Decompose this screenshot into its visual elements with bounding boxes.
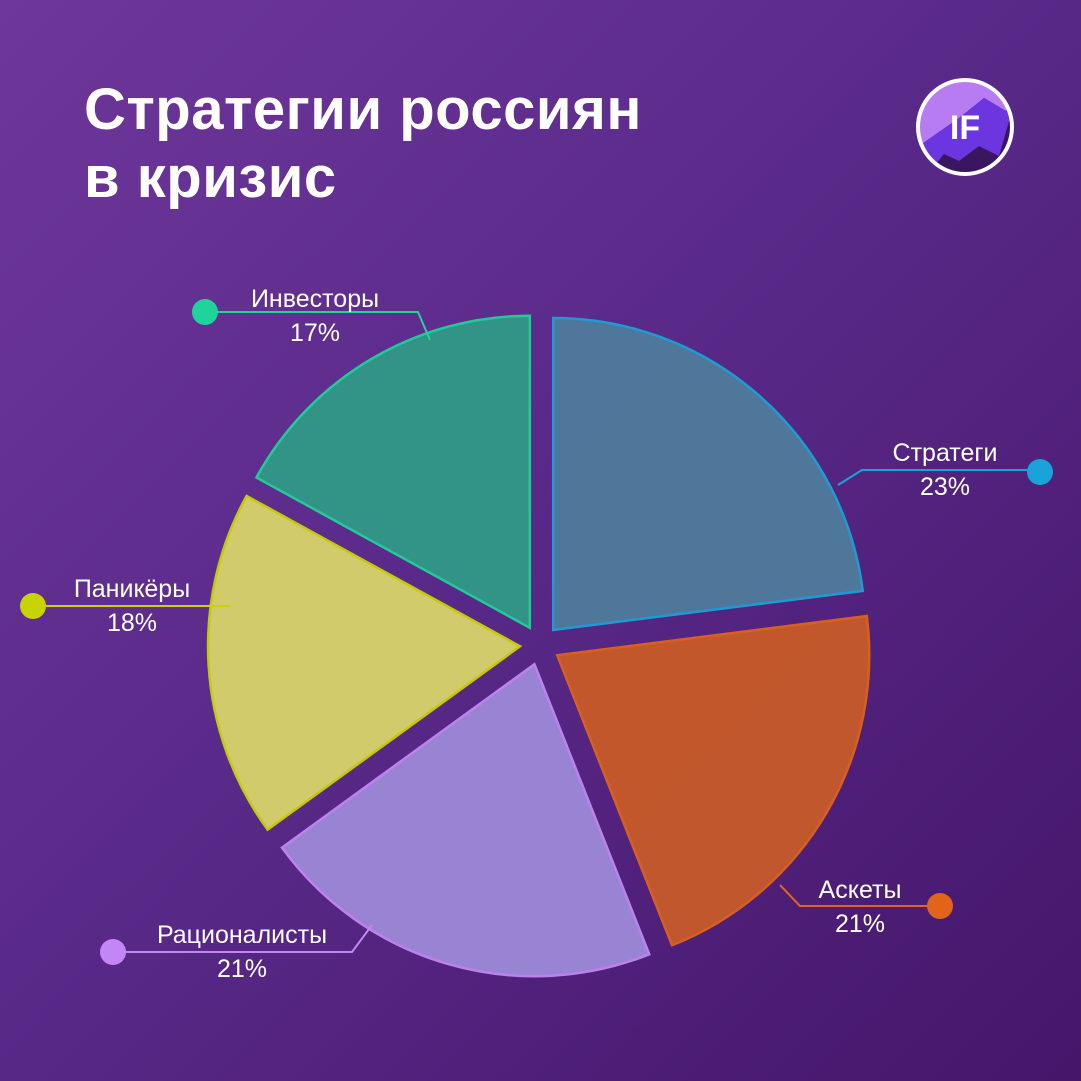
title-line-1: Стратегии россиян xyxy=(84,77,642,142)
leader-line xyxy=(779,884,940,907)
pie-slice-4 xyxy=(206,494,523,832)
label-racionalisty: Рационалисты 21% xyxy=(132,918,352,986)
leader-line xyxy=(837,469,1040,486)
logo-text: IF xyxy=(950,109,980,147)
label-strategi: Стратеги 23% xyxy=(870,436,1020,504)
category-label: Аскеты xyxy=(818,876,902,904)
pie-slice-1 xyxy=(551,316,865,632)
value-label: 23% xyxy=(919,473,971,501)
pie-slice-2 xyxy=(555,614,871,947)
legend-dot xyxy=(100,939,126,965)
value-label: 21% xyxy=(216,955,268,983)
value-label: 21% xyxy=(834,910,886,938)
value-label: 18% xyxy=(106,609,158,637)
page-title: Стратегии россиян в кризис xyxy=(84,76,642,212)
label-panikery: Паникёры 18% xyxy=(52,572,212,640)
value-label: 17% xyxy=(289,319,341,347)
category-label: Инвесторы xyxy=(250,285,380,313)
leader-line xyxy=(113,924,373,953)
label-askety: Аскеты 21% xyxy=(790,873,930,941)
leader-line xyxy=(205,311,431,341)
category-label: Рационалисты xyxy=(156,921,328,949)
title-line-2: в кризис xyxy=(84,145,337,210)
legend-dot xyxy=(1027,459,1053,485)
category-label: Паникёры xyxy=(73,575,191,603)
legend-dot xyxy=(927,893,953,919)
legend-dot xyxy=(20,593,46,619)
pie-slice-5 xyxy=(254,314,532,630)
label-investory: Инвесторы 17% xyxy=(230,282,400,350)
legend-dot xyxy=(192,299,218,325)
category-label: Стратеги xyxy=(892,439,998,467)
pie-slice-3 xyxy=(280,662,651,978)
if-logo: IF xyxy=(916,78,1014,176)
